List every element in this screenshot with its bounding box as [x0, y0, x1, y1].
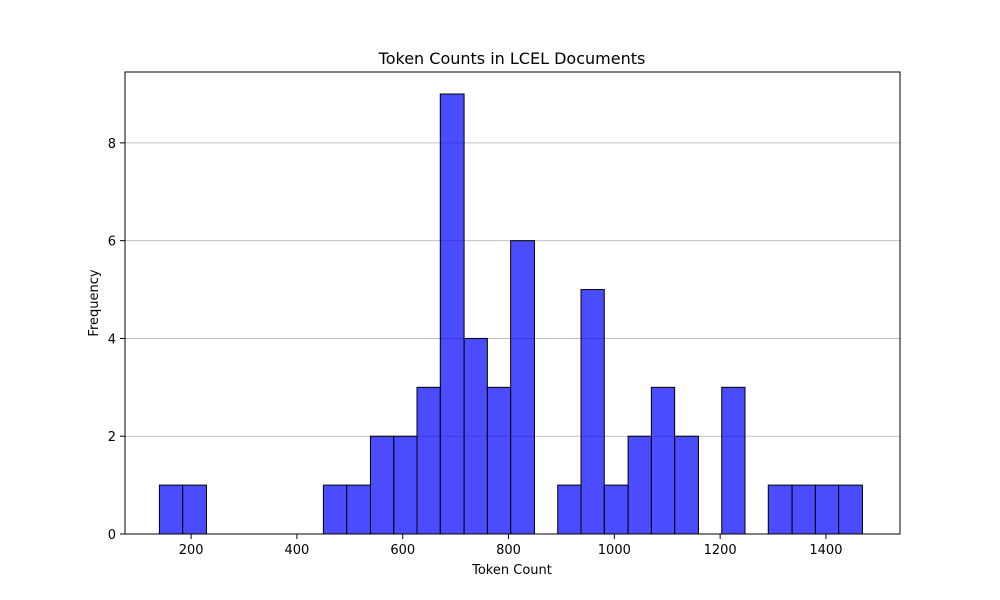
histogram-bar: [346, 484, 371, 535]
histogram-bar: [627, 435, 652, 535]
y-tick-label: 8: [108, 137, 116, 152]
histogram-bar: [674, 435, 699, 535]
histogram-bar: [557, 484, 582, 535]
y-tick-label: 2: [108, 430, 116, 445]
x-axis-ticks: 200 400 600 800 1000 1200 1400: [179, 534, 842, 558]
x-tick-label: 400: [285, 543, 310, 558]
histogram-bar: [603, 484, 629, 535]
histogram-bar: [721, 386, 746, 535]
histogram-bar: [369, 435, 395, 535]
y-tick-label: 0: [108, 528, 116, 543]
histogram-bar: [838, 484, 863, 535]
y-tick-label: 6: [108, 235, 116, 250]
histogram-bar: [463, 337, 488, 535]
histogram-bar: [158, 484, 184, 535]
chart-title: Token Counts in LCEL Documents: [378, 49, 646, 68]
histogram-bar: [814, 484, 840, 535]
histogram-bar: [486, 386, 512, 535]
histogram-bar: [439, 93, 465, 535]
x-tick-label: 600: [390, 543, 415, 558]
x-tick-label: 1200: [704, 543, 737, 558]
histogram-bar: [510, 240, 535, 535]
histogram-bar: [416, 386, 441, 535]
histogram-bar: [182, 484, 207, 535]
plot-frame: [124, 71, 901, 535]
x-axis-label: Token Count: [471, 563, 552, 578]
x-tick-label: 1000: [598, 543, 631, 558]
x-tick-label: 1400: [809, 543, 842, 558]
histogram-bar: [393, 435, 418, 535]
histogram-bar: [322, 484, 348, 535]
y-axis-ticks: 0 2 4 6 8: [108, 137, 125, 543]
y-tick-label: 4: [108, 332, 116, 347]
histogram-bars: [158, 93, 863, 535]
histogram-bar: [650, 386, 676, 535]
histogram-bar: [767, 484, 793, 535]
x-tick-label: 800: [496, 543, 521, 558]
x-tick-label: 200: [179, 543, 204, 558]
y-axis-label: Frequency: [87, 269, 102, 336]
histogram-bar: [791, 484, 816, 535]
histogram-bar: [580, 289, 605, 535]
